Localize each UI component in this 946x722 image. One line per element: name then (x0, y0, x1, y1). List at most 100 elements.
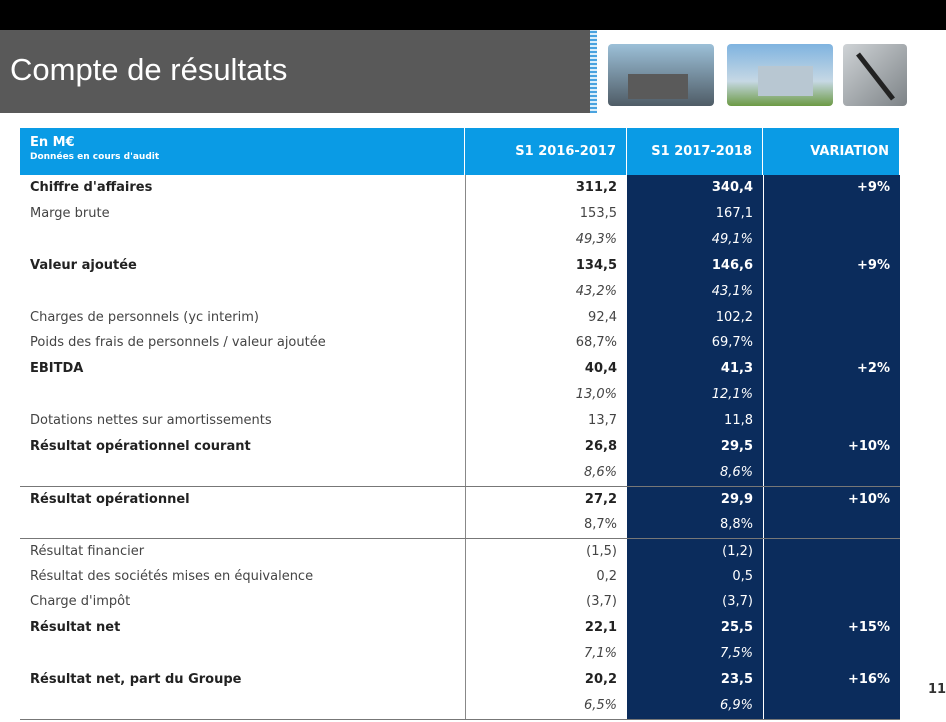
cell-value (763, 589, 900, 616)
cell-value: 49,3% (465, 226, 627, 253)
row-label (20, 382, 465, 408)
row-label: Dotations nettes sur amortissements (30, 413, 272, 429)
cell-value (763, 278, 900, 305)
table-row: Chiffre d'affaires 311,2 340,4 +9% (20, 175, 900, 201)
row-label: Charges de personnels (yc interim) (30, 309, 259, 325)
header-title: VARIATION (810, 144, 889, 159)
photos (608, 44, 907, 106)
cell-value: 27,2 (465, 486, 627, 513)
column-header: VARIATION (763, 128, 900, 175)
photo-detail (628, 74, 688, 99)
cell-value: 43,1% (627, 278, 763, 305)
cell-value: +15% (763, 615, 900, 642)
cell-value: 49,1% (627, 226, 763, 253)
header-subtitle: Données en cours d'audit (30, 152, 160, 162)
row-label (20, 641, 465, 667)
cell-value: 8,7% (465, 511, 627, 538)
table-row: Résultat des sociétés mises en équivalen… (20, 563, 900, 590)
table-row: 43,2% 43,1% (20, 278, 900, 305)
row-label: Poids des frais de personnels / valeur a… (30, 335, 326, 351)
table-row: Résultat net, part du Groupe 20,2 23,5 +16% (20, 667, 900, 694)
cell-value (763, 693, 900, 719)
cell-value: 8,6% (465, 459, 627, 486)
cell-value: (3,7) (627, 589, 763, 616)
column-header: En M€ Données en cours d'audit (20, 128, 465, 175)
row-label (20, 693, 465, 719)
row-label: Résultat opérationnel courant (30, 439, 251, 454)
row-label: Valeur ajoutée (30, 257, 137, 273)
cell-value: (3,7) (465, 589, 627, 616)
cell-value (763, 563, 900, 590)
cell-value: 40,4 (465, 356, 627, 383)
cell-value: (1,2) (627, 538, 763, 565)
cell-value: 22,1 (465, 615, 627, 642)
cell-value: 6,5% (465, 693, 627, 719)
cell-value: 0,5 (627, 563, 763, 590)
row-label: Charge d'impôt (30, 594, 131, 610)
row-label: EBITDA (30, 361, 84, 377)
table-row: Valeur ajoutée 134,5 146,6 +9% (20, 252, 900, 279)
cell-value: 8,8% (627, 511, 763, 538)
cell-value: 7,1% (465, 641, 627, 668)
cell-value: 43,2% (465, 278, 627, 305)
column-header: S1 2017-2018 (627, 128, 763, 175)
cell-value: 68,7% (465, 330, 627, 357)
header-title: S1 2017-2018 (651, 144, 752, 159)
row-label (20, 227, 465, 253)
table-row: Charges de personnels (yc interim) 92,4 10… (20, 304, 900, 331)
cell-value: 41,3 (627, 356, 763, 383)
cell-value: 23,5 (627, 667, 763, 694)
cell-value: +16% (763, 667, 900, 694)
cell-value (763, 226, 900, 253)
table-row: 8,7% 8,8% (20, 511, 900, 538)
cell-value: 25,5 (627, 615, 763, 642)
cell-value (763, 538, 900, 565)
table-row: 7,1% 7,5% (20, 641, 900, 668)
cell-value: +10% (763, 434, 900, 460)
row-label (20, 512, 465, 538)
header-title: S1 2016-2017 (515, 144, 616, 159)
photo-detail (758, 66, 813, 96)
table-row: Résultat financier (1,5) (1,2) (20, 537, 900, 565)
page-number: 11 (928, 682, 946, 697)
table-bottom-line (20, 718, 900, 720)
cell-value (763, 459, 900, 486)
row-label (20, 460, 465, 486)
cell-value: (1,5) (465, 538, 627, 565)
cell-value: 102,2 (627, 304, 763, 331)
cell-value: 7,5% (627, 641, 763, 668)
cell-value (763, 200, 900, 227)
cell-value: 311,2 (465, 175, 627, 201)
cell-value (763, 304, 900, 331)
title-bar (0, 30, 590, 113)
row-label: Résultat financier (30, 543, 145, 559)
cell-value: 153,5 (465, 200, 627, 227)
cell-value: 29,5 (627, 434, 763, 460)
column-header: S1 2016-2017 (465, 128, 627, 175)
decor-strip (590, 30, 597, 113)
cell-value: +9% (763, 175, 900, 201)
table-row: Résultat opérationnel 27,2 29,9 +10% (20, 485, 900, 513)
cell-value: 12,1% (627, 382, 763, 409)
table-row: 49,3% 49,1% (20, 226, 900, 253)
table-row: 6,5% 6,9% (20, 693, 900, 719)
cell-value: 167,1 (627, 200, 763, 227)
table-row: Dotations nettes sur amortissements 13,7 1… (20, 408, 900, 435)
cell-value: 340,4 (627, 175, 763, 201)
cell-value: 13,7 (465, 408, 627, 435)
table-row: Marge brute 153,5 167,1 (20, 200, 900, 227)
cell-value: 134,5 (465, 252, 627, 279)
table-row: Poids des frais de personnels / valeur a… (20, 330, 900, 357)
cell-value: +10% (763, 486, 900, 513)
cell-value: 146,6 (627, 252, 763, 279)
table-row: EBITDA 40,4 41,3 +2% (20, 356, 900, 383)
top-bar (0, 0, 946, 30)
header-title: En M€ (30, 135, 75, 150)
title: Compte de résultats (10, 52, 288, 87)
cell-value: 20,2 (465, 667, 627, 694)
cell-value (763, 382, 900, 409)
cell-value: 92,4 (465, 304, 627, 331)
table-row: Résultat net 22,1 25,5 +15% (20, 615, 900, 642)
table-row: 13,0% 12,1% (20, 382, 900, 409)
table-row: Résultat opérationnel courant 26,8 29,5 +10… (20, 434, 900, 460)
